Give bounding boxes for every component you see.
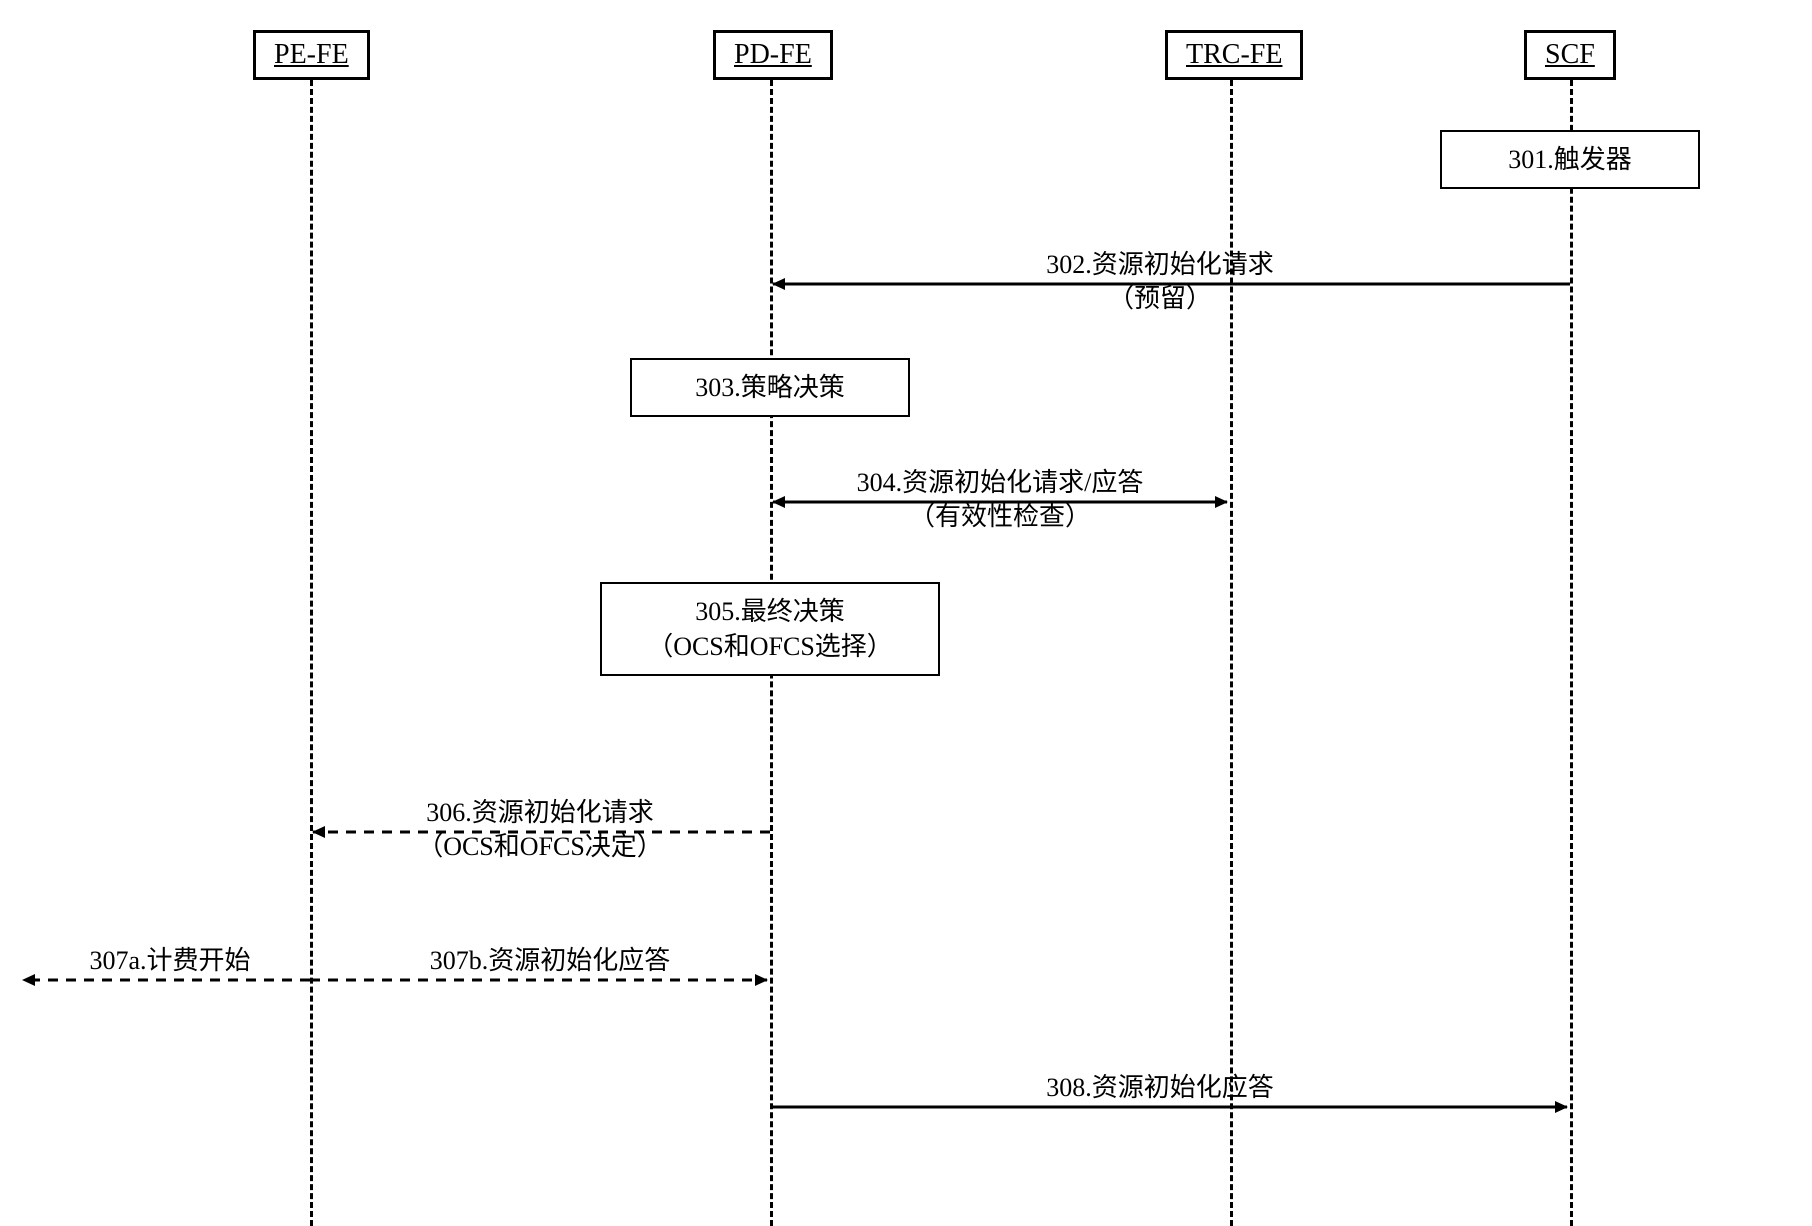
- step-301-box: 301.触发器: [1440, 130, 1700, 189]
- participant-label: PE-FE: [274, 39, 349, 70]
- step-label-line1: 302.资源初始化请求: [1046, 250, 1274, 279]
- step-label: 307b.资源初始化应答: [430, 946, 671, 975]
- step-306-label: 306.资源初始化请求 （OCS和OFCS决定）: [350, 796, 730, 864]
- step-label: 301.触发器: [1508, 145, 1632, 174]
- lifeline-pe-fe: [310, 80, 313, 1226]
- step-307a-label: 307a.计费开始: [50, 944, 290, 978]
- step-302-label: 302.资源初始化请求 （预留）: [950, 248, 1370, 316]
- participant-trc-fe: TRC-FE: [1165, 30, 1303, 80]
- step-label-line2: （OCS和OFCS选择）: [647, 632, 893, 661]
- lifeline-scf: [1570, 80, 1573, 1226]
- step-label-line1: 306.资源初始化请求: [426, 798, 654, 827]
- participant-pd-fe: PD-FE: [713, 30, 833, 80]
- step-label: 303.策略决策: [695, 373, 845, 402]
- participant-label: TRC-FE: [1186, 39, 1282, 70]
- step-307b-label: 307b.资源初始化应答: [360, 944, 740, 978]
- step-label-line2: （预留）: [1108, 284, 1212, 313]
- participant-label: PD-FE: [734, 39, 812, 70]
- step-label-line1: 305.最终决策: [695, 597, 845, 626]
- step-label-line2: （有效性检查）: [909, 502, 1091, 531]
- step-label-line1: 304.资源初始化请求/应答: [857, 468, 1144, 497]
- step-308-label: 308.资源初始化应答: [950, 1071, 1370, 1105]
- step-304-label: 304.资源初始化请求/应答 （有效性检查）: [800, 466, 1200, 534]
- participant-scf: SCF: [1524, 30, 1616, 80]
- step-303-box: 303.策略决策: [630, 358, 910, 417]
- participant-pe-fe: PE-FE: [253, 30, 370, 80]
- step-label: 308.资源初始化应答: [1046, 1073, 1274, 1102]
- step-label: 307a.计费开始: [89, 946, 250, 975]
- participant-label: SCF: [1545, 39, 1595, 70]
- step-label-line2: （OCS和OFCS决定）: [417, 832, 663, 861]
- step-305-box: 305.最终决策 （OCS和OFCS选择）: [600, 582, 940, 676]
